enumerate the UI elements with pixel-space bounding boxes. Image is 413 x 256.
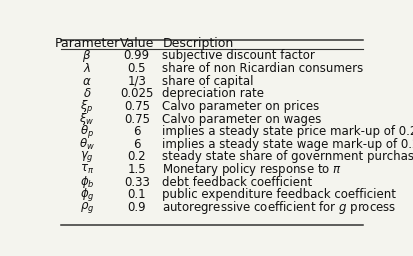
Text: $\gamma_g$: $\gamma_g$: [80, 150, 94, 164]
Text: 0.75: 0.75: [123, 100, 150, 113]
Text: 6: 6: [133, 138, 140, 151]
Text: 0.33: 0.33: [123, 176, 150, 189]
Text: Calvo parameter on wages: Calvo parameter on wages: [162, 113, 321, 125]
Text: Parameter: Parameter: [54, 37, 119, 50]
Text: implies a steady state price mark-up of 0.2: implies a steady state price mark-up of …: [162, 125, 413, 138]
Text: $\delta$: $\delta$: [83, 87, 91, 100]
Text: 0.5: 0.5: [127, 62, 146, 75]
Text: $\beta$: $\beta$: [82, 48, 91, 64]
Text: public expenditure feedback coefficient: public expenditure feedback coefficient: [162, 188, 396, 201]
Text: Calvo parameter on prices: Calvo parameter on prices: [162, 100, 319, 113]
Text: $\tau_\pi$: $\tau_\pi$: [80, 163, 94, 176]
Text: $\rho_g$: $\rho_g$: [80, 200, 94, 215]
Text: autoregressive coefficient for $g$ process: autoregressive coefficient for $g$ proce…: [162, 199, 396, 216]
Text: 6: 6: [133, 125, 140, 138]
Text: $\xi_w$: $\xi_w$: [79, 111, 95, 127]
Text: implies a steady state wage mark-up of 0.2: implies a steady state wage mark-up of 0…: [162, 138, 413, 151]
Text: 0.1: 0.1: [127, 188, 146, 201]
Text: share of non Ricardian consumers: share of non Ricardian consumers: [162, 62, 363, 75]
Text: steady state share of government purchase: steady state share of government purchas…: [162, 150, 413, 163]
Text: subjective discount factor: subjective discount factor: [162, 49, 315, 62]
Text: debt feedback coefficient: debt feedback coefficient: [162, 176, 312, 189]
Text: 1/3: 1/3: [127, 75, 146, 88]
Text: 0.2: 0.2: [127, 150, 146, 163]
Text: 0.99: 0.99: [123, 49, 150, 62]
Text: Description: Description: [162, 37, 233, 50]
Text: 1.5: 1.5: [127, 163, 146, 176]
Text: 0.75: 0.75: [123, 113, 150, 125]
Text: $\phi_g$: $\phi_g$: [80, 186, 94, 203]
Text: $\lambda$: $\lambda$: [83, 62, 91, 75]
Text: depreciation rate: depreciation rate: [162, 87, 264, 100]
Text: 0.025: 0.025: [120, 87, 153, 100]
Text: $\theta_w$: $\theta_w$: [79, 137, 95, 152]
Text: $\theta_p$: $\theta_p$: [80, 123, 94, 140]
Text: Monetary policy response to $\pi$: Monetary policy response to $\pi$: [162, 161, 342, 178]
Text: $\alpha$: $\alpha$: [82, 75, 92, 88]
Text: $\phi_b$: $\phi_b$: [80, 174, 94, 190]
Text: share of capital: share of capital: [162, 75, 253, 88]
Text: $\xi_p$: $\xi_p$: [80, 98, 94, 115]
Text: Value: Value: [119, 37, 154, 50]
Text: 0.9: 0.9: [127, 201, 146, 214]
